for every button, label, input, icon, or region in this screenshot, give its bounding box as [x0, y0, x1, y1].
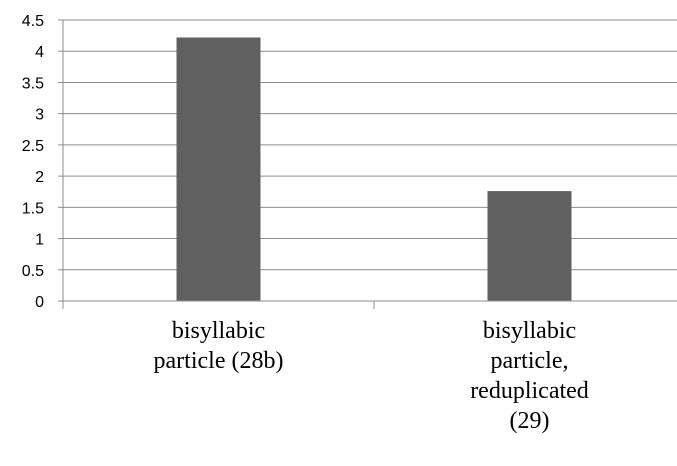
- x-category-label-line: bisyllabic: [172, 318, 265, 344]
- y-tick-label: 3.5: [22, 75, 44, 92]
- x-category-labels: bisyllabic particle (28b) bisyllabic partic…: [154, 318, 589, 434]
- x-category-label-line: (29): [510, 408, 550, 434]
- y-tick-label: 3: [35, 107, 44, 124]
- x-category-label-line: particle (28b): [154, 348, 284, 374]
- y-tick-label: 1: [35, 232, 44, 249]
- x-category-label-line: reduplicated: [470, 378, 589, 404]
- bar-1: [176, 37, 261, 302]
- x-category-label-line: bisyllabic: [483, 318, 576, 344]
- x-category-label: bisyllabic particle (28b): [154, 318, 284, 374]
- y-tick-label: 0: [35, 294, 44, 311]
- gridlines: [63, 19, 677, 271]
- x-category-label-line: particle,: [491, 348, 569, 374]
- y-tick-labels: 0 0.5 1 1.5 2 2.5 3 3.5 4 4.5: [22, 13, 44, 311]
- bar-2: [487, 191, 572, 301]
- y-tick-label: 0.5: [22, 263, 44, 280]
- y-tick-label: 4: [35, 44, 44, 61]
- x-category-label: bisyllabic particle, reduplicated (29): [470, 318, 589, 434]
- y-tick-label: 2.5: [22, 138, 44, 155]
- axes: [58, 19, 677, 309]
- y-tick-label: 2: [35, 169, 44, 186]
- y-tick-label: 4.5: [22, 13, 44, 30]
- y-tick-label: 1.5: [22, 200, 44, 217]
- bars: [176, 37, 572, 302]
